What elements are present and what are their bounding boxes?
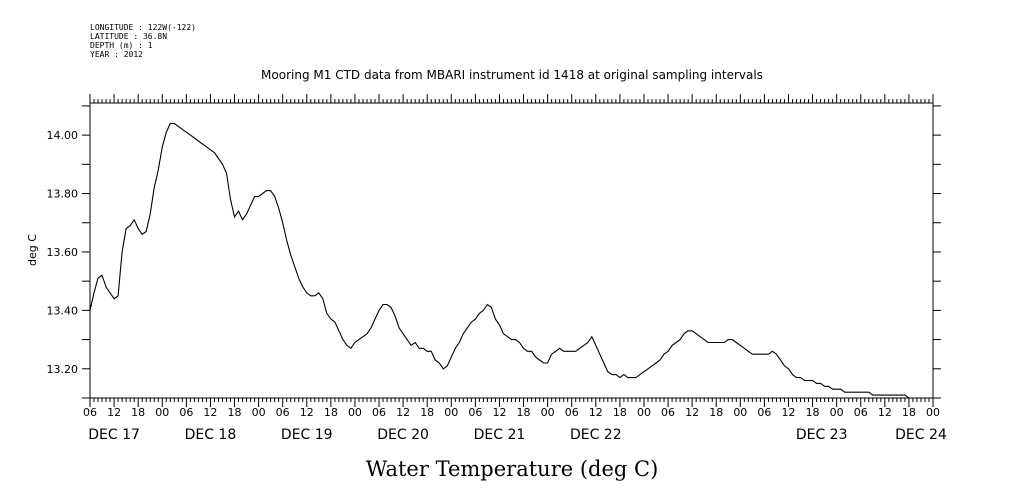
y-tick-label: 14.00 <box>47 129 79 142</box>
x-tick-label: 12 <box>203 406 217 419</box>
x-tick-label: 12 <box>396 406 410 419</box>
day-label: DEC 24 <box>895 427 947 443</box>
y-tick-label: 13.80 <box>47 188 79 201</box>
x-tick-label: 00 <box>541 406 555 419</box>
y-axis-label: deg C <box>26 234 39 266</box>
y-tick-label: 13.40 <box>47 304 79 317</box>
x-tick-labels: 06 12 18 00 06 12 18 00 06 12 18 00 06 12 18 00 06 12 18 00… <box>83 406 940 419</box>
x-tick-label: 12 <box>300 406 314 419</box>
y-tick-label: 13.20 <box>47 363 79 376</box>
x-tick-label: 18 <box>709 406 723 419</box>
x-tick-label: 06 <box>83 406 97 419</box>
day-labels: DEC 17 DEC 18 DEC 19 DEC 20 DEC 21 DEC 22 DEC … <box>88 427 947 443</box>
x-tick-label: 18 <box>902 406 916 419</box>
y-tick-labels: 13.20 13.40 13.60 13.80 14.00 <box>47 129 79 376</box>
x-tick-label: 12 <box>107 406 121 419</box>
meta-year: YEAR : 2012 <box>90 50 143 59</box>
x-tick-label: 06 <box>276 406 290 419</box>
day-label: DEC 18 <box>185 427 237 443</box>
plot-frame <box>89 102 934 399</box>
day-label: DEC 19 <box>281 427 333 443</box>
x-tick-label: 06 <box>468 406 482 419</box>
x-tick-label: 18 <box>517 406 531 419</box>
x-tick-label: 00 <box>637 406 651 419</box>
x-tick-label: 06 <box>372 406 386 419</box>
x-tick-label: 06 <box>661 406 675 419</box>
meta-depth: DEPTH (m) : 1 <box>90 41 153 50</box>
x-tick-label: 18 <box>228 406 242 419</box>
chart-title: Mooring M1 CTD data from MBARI instrumen… <box>261 68 763 82</box>
x-axis-label: Water Temperature (deg C) <box>366 457 659 481</box>
x-tick-label: 06 <box>854 406 868 419</box>
day-label: DEC 20 <box>377 427 429 443</box>
x-tick-label: 06 <box>179 406 193 419</box>
x-tick-label: 12 <box>781 406 795 419</box>
x-tick-label: 00 <box>830 406 844 419</box>
meta-latitude: LATITUDE : 36.8N <box>90 32 167 41</box>
meta-longitude: LONGITUDE : 122W(-122) <box>90 23 196 32</box>
x-tick-label: 00 <box>444 406 458 419</box>
day-label: DEC 21 <box>474 427 526 443</box>
x-tick-label: 00 <box>348 406 362 419</box>
x-tick-label: 00 <box>926 406 940 419</box>
x-tick-label: 12 <box>878 406 892 419</box>
x-tick-label: 18 <box>131 406 145 419</box>
x-tick-label: 18 <box>806 406 820 419</box>
day-label: DEC 22 <box>570 427 622 443</box>
x-tick-label: 00 <box>155 406 169 419</box>
x-tick-label: 18 <box>613 406 627 419</box>
x-tick-label: 18 <box>324 406 338 419</box>
x-tick-label: 18 <box>420 406 434 419</box>
axis-ticks <box>82 94 941 407</box>
series-line <box>89 122 933 399</box>
day-label: DEC 17 <box>88 427 140 443</box>
x-tick-label: 00 <box>252 406 266 419</box>
x-tick-label: 12 <box>589 406 603 419</box>
day-label: DEC 23 <box>796 427 848 443</box>
x-tick-label: 06 <box>565 406 579 419</box>
x-tick-label: 06 <box>757 406 771 419</box>
y-tick-label: 13.60 <box>47 246 79 259</box>
x-tick-label: 12 <box>492 406 506 419</box>
x-tick-label: 00 <box>733 406 747 419</box>
x-tick-label: 12 <box>685 406 699 419</box>
